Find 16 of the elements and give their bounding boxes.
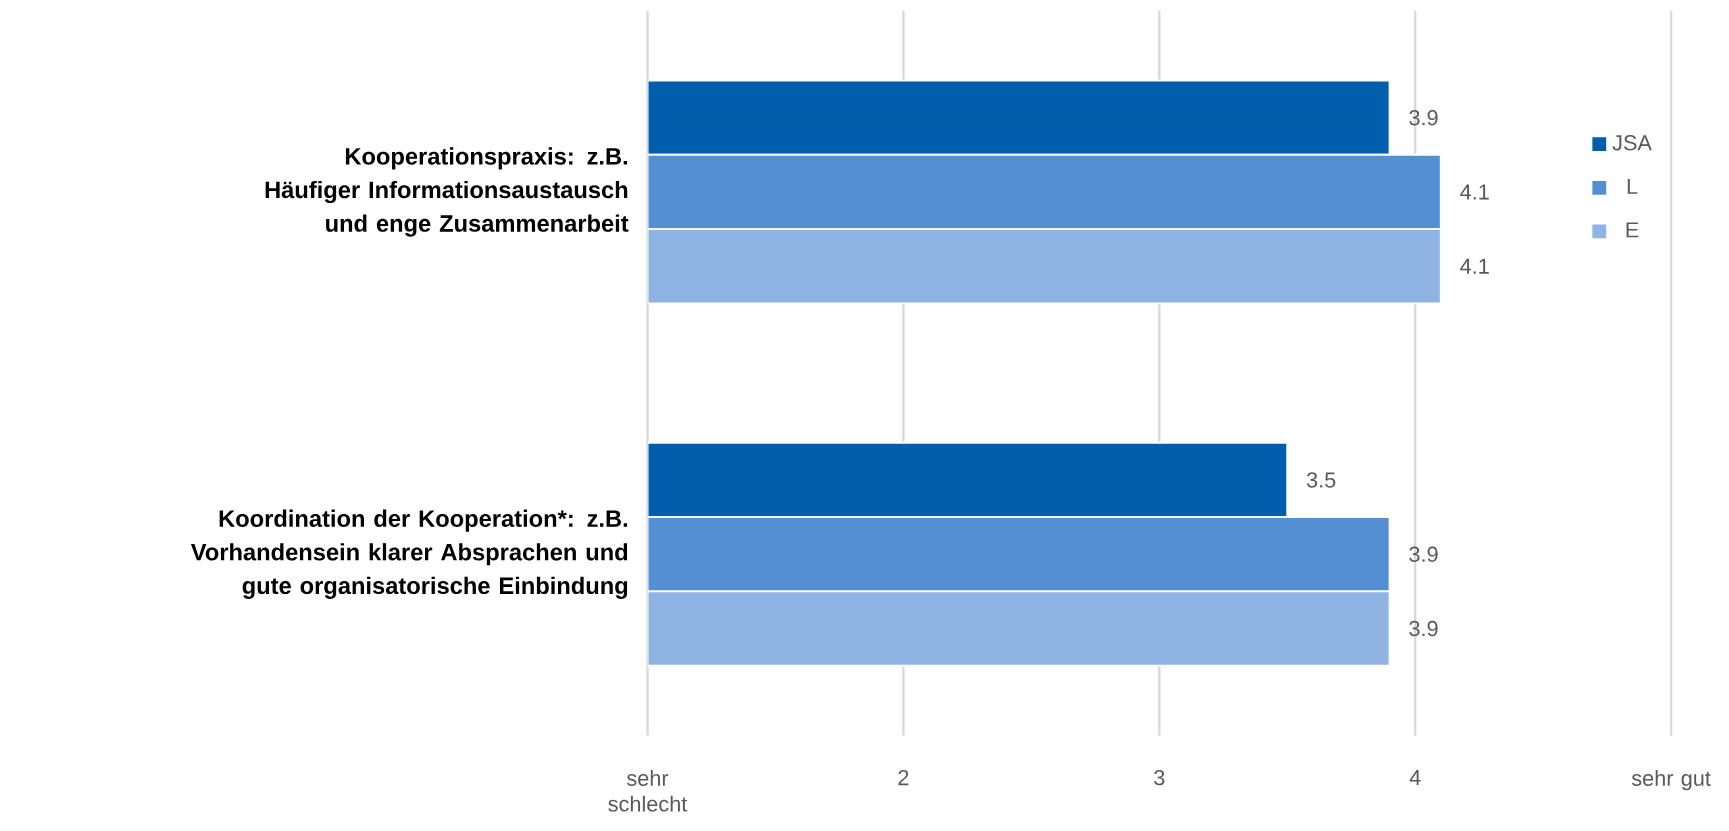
data-label: 4.1 [1460,184,1489,200]
legend-label: E [1626,222,1639,238]
legend-label: L [1627,178,1638,194]
data-label: 4.1 [1460,258,1489,274]
x-tick-label: sehr schlecht [608,769,688,812]
legend-label: JSA [1612,135,1652,151]
data-label: 3.9 [1409,110,1438,126]
data-label: 3.9 [1409,620,1438,637]
y-tick-label: Kooperationspraxis: z.B. Häufiger Informationsaustausch und enge Zusammenarbeit [265,147,629,237]
x-tick-label: sehr gut [1631,769,1711,791]
y-tick-label: Koordination der Kooperation*: z.B. Vorhandensein klarer Absprachen und gute organisatorische Einbindung [190,509,628,599]
data-label: 3.9 [1409,546,1438,562]
x-tick-label: 4 [1409,769,1421,785]
data-label: 3.5 [1306,472,1336,488]
x-tick-label: 3 [1154,769,1165,786]
x-tick-label: 2 [898,769,909,786]
